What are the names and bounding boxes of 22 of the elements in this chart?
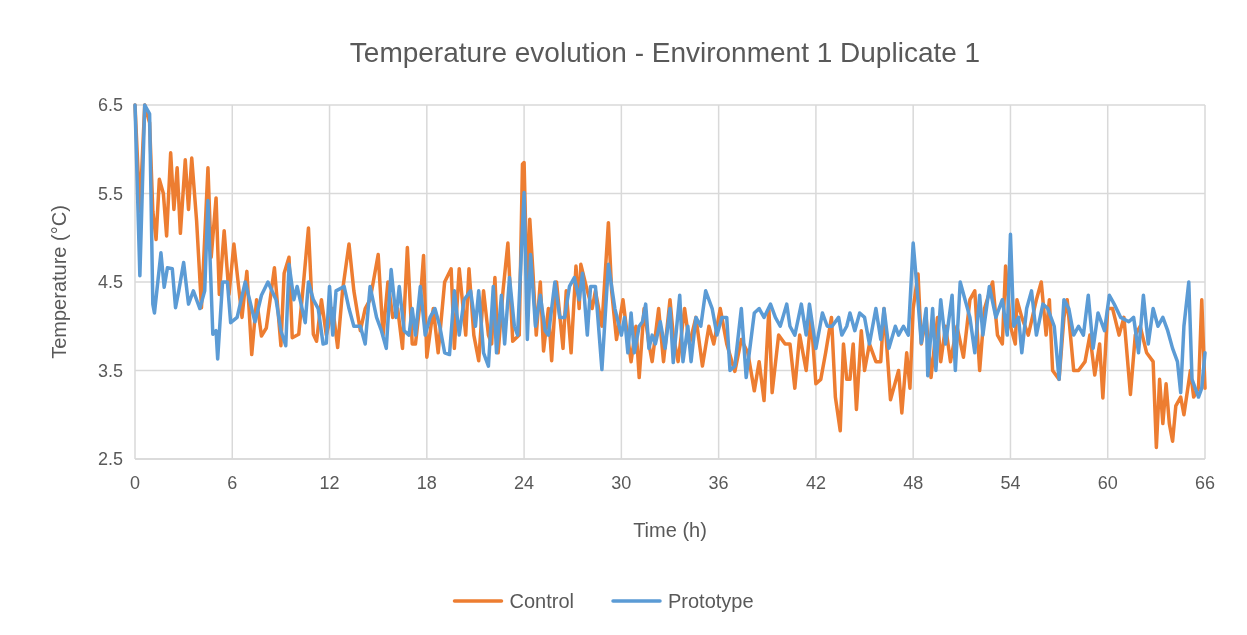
x-tick-label: 18 — [416, 473, 437, 493]
y-tick-label: 5.5 — [97, 183, 123, 204]
chart-title: Temperature evolution - Environment 1 Duplicate 1 — [349, 37, 981, 68]
x-tick-label: 30 — [611, 473, 632, 493]
x-tick-label: 36 — [708, 473, 729, 493]
legend-label: Control — [509, 590, 574, 612]
y-tick-label: 6.5 — [97, 95, 123, 116]
x-tick-label: 54 — [1000, 473, 1021, 493]
x-tick-label: 48 — [903, 473, 924, 493]
x-tick-label: 0 — [129, 473, 141, 493]
x-tick-label: 12 — [319, 473, 340, 493]
x-tick-label: 42 — [805, 473, 826, 493]
x-axis-title: Time (h) — [633, 519, 707, 541]
legend-label: Prototype — [668, 590, 754, 612]
y-tick-label: 4.5 — [97, 272, 123, 293]
x-tick-label: 6 — [227, 473, 238, 493]
x-tick-label: 60 — [1097, 473, 1118, 493]
x-tick-label: 24 — [514, 473, 535, 493]
y-tick-label: 2.5 — [97, 449, 123, 470]
y-tick-label: 3.5 — [97, 360, 123, 381]
y-axis-title: Temperature (°C) — [48, 205, 70, 359]
x-tick-label: 66 — [1194, 473, 1216, 493]
